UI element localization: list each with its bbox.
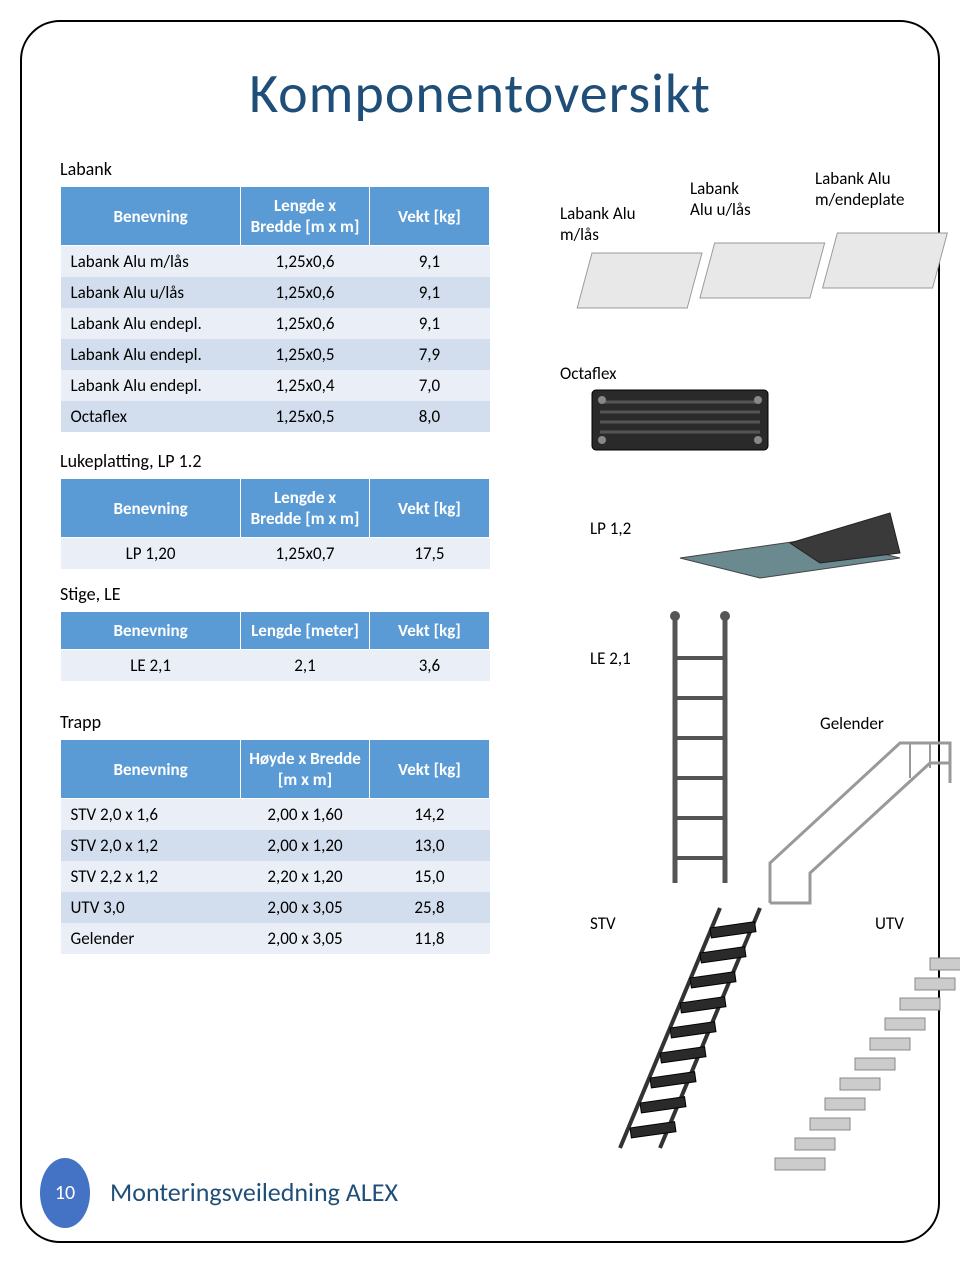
cell: LE 2,1 xyxy=(61,650,241,682)
th-vekt: Vekt [kg] xyxy=(369,612,489,650)
gelender-icon xyxy=(760,733,960,933)
th-lengde: Lengde x Bredde [m x m] xyxy=(241,187,370,246)
cell: STV 2,0 x 1,2 xyxy=(61,830,241,861)
content: Komponentoversikt Labank Benevning Lengd… xyxy=(60,60,900,954)
th-lengde: Lengde [meter] xyxy=(241,612,370,650)
lp12-icon xyxy=(670,498,910,598)
cell: 2,20 x 1,20 xyxy=(241,861,370,892)
cell: 2,00 x 1,20 xyxy=(241,830,370,861)
cell: Labank Alu endepl. xyxy=(61,370,241,401)
cell: STV 2,0 x 1,6 xyxy=(61,799,241,831)
th-hoyde: Høyde x Bredde [m x m] xyxy=(241,740,370,799)
cell: 1,25x0,5 xyxy=(241,401,370,432)
cell: UTV 3,0 xyxy=(61,892,241,923)
trapp-label: Trapp xyxy=(60,711,490,733)
cell: 9,1 xyxy=(369,246,489,278)
table-row: Labank Alu m/lås1,25x0,69,1 xyxy=(61,246,490,278)
cell: 17,5 xyxy=(369,538,489,570)
cell: STV 2,2 x 1,2 xyxy=(61,861,241,892)
labank-table: Benevning Lengde x Bredde [m x m] Vekt [… xyxy=(60,186,490,432)
label-octaflex: Octaflex xyxy=(560,363,617,384)
cell: Gelender xyxy=(61,923,241,954)
octaflex-icon xyxy=(590,388,770,458)
th-lengde: Lengde x Bredde [m x m] xyxy=(241,479,370,538)
utv-icon xyxy=(760,948,960,1178)
stv-icon xyxy=(600,898,770,1158)
label-le21: LE 2,1 xyxy=(590,648,631,669)
cell: 1,25x0,7 xyxy=(241,538,370,570)
page-number: 10 xyxy=(55,1181,75,1205)
th-vekt: Vekt [kg] xyxy=(369,479,489,538)
page-title: Komponentoversikt xyxy=(60,60,900,128)
cell: 2,00 x 3,05 xyxy=(241,892,370,923)
label-lp12: LP 1,2 xyxy=(590,518,631,539)
cell: 14,2 xyxy=(369,799,489,831)
cell: Labank Alu endepl. xyxy=(61,339,241,370)
page-number-badge: 10 xyxy=(40,1158,90,1228)
cell: 1,25x0,4 xyxy=(241,370,370,401)
stige-table: Benevning Lengde [meter] Vekt [kg] LE 2,… xyxy=(60,611,490,681)
lukeplatting-label: Lukeplatting, LP 1.2 xyxy=(60,450,490,472)
table-row: Octaflex1,25x0,58,0 xyxy=(61,401,490,432)
cell: 1,25x0,6 xyxy=(241,277,370,308)
table-row: Labank Alu u/lås1,25x0,69,1 xyxy=(61,277,490,308)
cell: 1,25x0,6 xyxy=(241,246,370,278)
labank-planks-icon xyxy=(570,223,950,353)
cell: 2,00 x 1,60 xyxy=(241,799,370,831)
cell: Labank Alu u/lås xyxy=(61,277,241,308)
th-vekt: Vekt [kg] xyxy=(369,187,489,246)
table-row: STV 2,2 x 1,22,20 x 1,2015,0 xyxy=(61,861,490,892)
cell: Labank Alu m/lås xyxy=(61,246,241,278)
cell: 8,0 xyxy=(369,401,489,432)
cell: 11,8 xyxy=(369,923,489,954)
label-labank-endeplate: Labank Alu m/endeplate xyxy=(815,168,935,210)
cell: 9,1 xyxy=(369,277,489,308)
cell: Octaflex xyxy=(61,401,241,432)
ladder-icon xyxy=(660,608,740,888)
cell: 25,8 xyxy=(369,892,489,923)
table-row: Labank Alu endepl.1,25x0,69,1 xyxy=(61,308,490,339)
label-labank-ulas: Labank Alu u/lås xyxy=(690,178,760,220)
table-row: Gelender2,00 x 3,0511,8 xyxy=(61,923,490,954)
table-row: Labank Alu endepl.1,25x0,47,0 xyxy=(61,370,490,401)
label-gelender: Gelender xyxy=(820,713,884,734)
cell: 13,0 xyxy=(369,830,489,861)
table-row: LE 2,12,13,6 xyxy=(61,650,490,682)
table-row: LP 1,201,25x0,717,5 xyxy=(61,538,490,570)
cell: 2,1 xyxy=(241,650,370,682)
th-benevning: Benevning xyxy=(61,612,241,650)
table-row: Labank Alu endepl.1,25x0,57,9 xyxy=(61,339,490,370)
cell: Labank Alu endepl. xyxy=(61,308,241,339)
th-benevning: Benevning xyxy=(61,479,241,538)
cell: 3,6 xyxy=(369,650,489,682)
labank-label: Labank xyxy=(60,158,490,180)
cell: 15,0 xyxy=(369,861,489,892)
cell: 7,9 xyxy=(369,339,489,370)
th-benevning: Benevning xyxy=(61,740,241,799)
cell: 2,00 x 3,05 xyxy=(241,923,370,954)
table-row: UTV 3,02,00 x 3,0525,8 xyxy=(61,892,490,923)
stige-label: Stige, LE xyxy=(60,583,490,605)
footer-title: Monteringsveiledning ALEX xyxy=(110,1176,398,1208)
cell: LP 1,20 xyxy=(61,538,241,570)
table-row: STV 2,0 x 1,22,00 x 1,2013,0 xyxy=(61,830,490,861)
th-vekt: Vekt [kg] xyxy=(369,740,489,799)
cell: 9,1 xyxy=(369,308,489,339)
cell: 7,0 xyxy=(369,370,489,401)
cell: 1,25x0,5 xyxy=(241,339,370,370)
th-benevning: Benevning xyxy=(61,187,241,246)
tables-column: Labank Benevning Lengde x Bredde [m x m]… xyxy=(60,158,490,954)
cell: 1,25x0,6 xyxy=(241,308,370,339)
trapp-table: Benevning Høyde x Bredde [m x m] Vekt [k… xyxy=(60,739,490,954)
table-row: STV 2,0 x 1,62,00 x 1,6014,2 xyxy=(61,799,490,831)
label-utv: UTV xyxy=(875,913,904,934)
lukeplatting-table: Benevning Lengde x Bredde [m x m] Vekt [… xyxy=(60,478,490,569)
